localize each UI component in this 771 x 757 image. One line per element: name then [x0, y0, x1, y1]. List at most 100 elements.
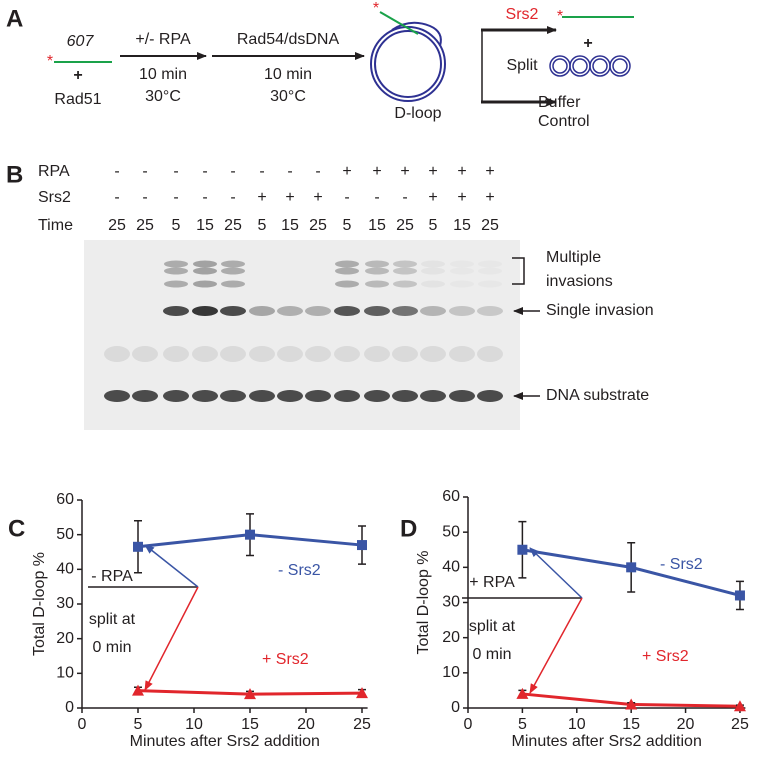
- x-tick-label: 5: [518, 716, 527, 733]
- lane-label: -: [202, 189, 207, 206]
- band: [132, 346, 158, 362]
- band: [163, 390, 189, 402]
- band: [477, 306, 503, 316]
- band: [450, 261, 474, 268]
- annotation: + RPA: [469, 574, 515, 591]
- marker: [356, 687, 368, 699]
- legend-label: + Srs2: [642, 648, 689, 665]
- step-temp: 30°C: [270, 88, 306, 105]
- y-tick-label: 50: [442, 523, 460, 540]
- gel-annotation: Multiple: [546, 249, 601, 266]
- lane-label: +: [428, 163, 437, 180]
- band: [478, 261, 502, 268]
- y-tick-label: 40: [442, 559, 460, 576]
- y-tick-label: 60: [56, 491, 74, 508]
- band: [305, 306, 331, 316]
- control-label: Buffer: [538, 94, 581, 111]
- lane-label: 25: [396, 217, 414, 234]
- band: [450, 281, 474, 288]
- x-tick-label: 5: [134, 716, 143, 733]
- band: [392, 306, 418, 316]
- arrow: [529, 597, 583, 694]
- band: [305, 346, 331, 362]
- band: [221, 267, 245, 275]
- y-tick-label: 10: [442, 664, 460, 681]
- band: [478, 281, 502, 288]
- band: [335, 260, 359, 268]
- step-label: Rad54/dsDNA: [237, 31, 340, 48]
- annotation: 0 min: [92, 639, 131, 656]
- row-label: Time: [38, 217, 73, 234]
- lane-label: 25: [136, 217, 154, 234]
- gel-annotation: invasions: [546, 273, 613, 290]
- y-tick-label: 20: [56, 630, 74, 647]
- band: [164, 260, 188, 268]
- band: [477, 390, 503, 402]
- control-label: Control: [538, 113, 590, 130]
- band: [164, 280, 188, 288]
- y-tick-label: 60: [442, 488, 460, 505]
- lane-label: 25: [481, 217, 499, 234]
- lane-label: -: [142, 163, 147, 180]
- lane-label: -: [259, 163, 264, 180]
- band: [450, 268, 474, 275]
- x-axis-label: Minutes after Srs2 addition: [130, 733, 320, 750]
- arrow: [529, 547, 583, 599]
- lane-label: +: [400, 163, 409, 180]
- band: [220, 346, 246, 362]
- band: [449, 306, 475, 316]
- band: [192, 390, 218, 402]
- x-tick-label: 10: [568, 716, 586, 733]
- band: [220, 306, 246, 316]
- beads: [549, 55, 631, 77]
- lane-label: -: [230, 189, 235, 206]
- star: *: [373, 0, 379, 17]
- lane-label: +: [485, 189, 494, 206]
- arrow: [144, 586, 199, 691]
- band: [421, 260, 445, 268]
- step-temp: 30°C: [145, 88, 181, 105]
- gel-annotation: DNA substrate: [546, 387, 649, 404]
- marker: [516, 687, 529, 699]
- bracket: [512, 257, 525, 285]
- band: [421, 280, 445, 288]
- marker: [517, 544, 528, 555]
- band: [221, 280, 245, 288]
- x-tick-label: 0: [78, 716, 87, 733]
- annotation: - RPA: [91, 568, 133, 585]
- marker: [734, 590, 745, 601]
- band: [193, 280, 217, 288]
- lane-label: +: [285, 189, 294, 206]
- plus: +: [583, 35, 592, 52]
- y-tick-label: 30: [56, 595, 74, 612]
- band: [393, 267, 417, 275]
- lane-label: -: [402, 189, 407, 206]
- y-tick-label: 0: [451, 699, 460, 716]
- lane-label: 25: [309, 217, 327, 234]
- x-tick-label: 25: [731, 716, 749, 733]
- band: [193, 267, 217, 275]
- step-label: +/- RPA: [135, 31, 191, 48]
- marker: [132, 684, 144, 696]
- marker: [733, 700, 746, 712]
- lane-label: -: [142, 189, 147, 206]
- marker: [626, 562, 637, 573]
- band: [393, 280, 417, 288]
- substrate-label: 607: [67, 33, 95, 50]
- treatment-label: Srs2: [506, 6, 539, 23]
- band: [335, 267, 359, 275]
- lane-label: +: [428, 189, 437, 206]
- panel-label: D: [400, 515, 417, 542]
- plus: +: [73, 67, 82, 84]
- ssdna: [379, 11, 419, 35]
- band: [163, 306, 189, 316]
- lane-label: +: [342, 163, 351, 180]
- y-tick-label: 0: [65, 699, 74, 716]
- band: [364, 390, 390, 402]
- x-tick-label: 25: [353, 716, 371, 733]
- band: [449, 346, 475, 362]
- x-tick-label: 15: [622, 716, 640, 733]
- band: [365, 280, 389, 288]
- y-tick-label: 50: [56, 526, 74, 543]
- marker: [357, 540, 367, 551]
